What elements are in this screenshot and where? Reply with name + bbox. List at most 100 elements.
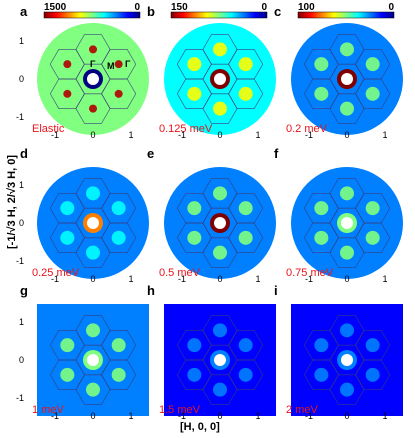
beam-stop [214,217,226,229]
x-tick-label: -1 [178,274,186,284]
ring-spot [340,245,354,260]
colorbar-max-label: 100 [298,2,315,13]
ring-spot [213,323,227,338]
x-tick-label: 0 [344,274,349,284]
ring-spot [114,89,123,98]
ring-spot [238,57,253,72]
ring-spot [213,186,227,201]
x-tick-label: -1 [178,411,186,421]
x-tick-label: 0 [217,130,222,140]
ring-spot [60,230,75,245]
energy-label: 0.25 meV [32,267,80,279]
x-tick-label: -1 [305,130,313,140]
ring-spot [340,186,354,201]
beam-stop [341,73,353,85]
ring-spot [314,367,329,382]
beam-stop [214,354,226,366]
x-tick-label: 1 [255,411,260,421]
ring-spot [187,86,202,101]
panel-d: d 0.25 meV -1 0 1 1 0 -1 [16,146,150,289]
panel-e-svg: e 0.5 meV-1 0 1 [147,146,276,284]
energy-label: Elastic [32,123,65,135]
energy-label: 2 meV [286,404,318,416]
ring-spot [60,201,75,216]
x-tick-label: 0 [217,411,222,421]
zone-boundary [355,193,391,224]
ring-spot [340,42,354,57]
y-tick-label: 1 [19,36,24,46]
energy-label: 1.5 meV [159,404,201,416]
ring-spot [365,86,380,101]
panel-letter: h [147,283,155,298]
colorbar [43,11,141,19]
ring-spot [238,230,253,245]
panel-i: i 2 meV -1 0 1 [274,283,404,426]
y-tick-label: -1 [16,112,24,122]
ring-spot [238,86,253,101]
y-axis-label: [-1/√3 H, 2/√3 H, 0] [6,155,18,249]
energy-label: 0.2 meV [286,123,328,135]
colorbar-max-label: 1500 [44,2,67,13]
panel-b-svg: 150 0 b 0.125 meV-1 0 1 [147,2,276,140]
panel-letter: g [20,283,28,298]
panel-h-svg: h 1.5 meV-1 0 1 [147,283,276,421]
x-tick-label: 1 [382,274,387,284]
ring-spot [114,60,123,69]
y-tick-label: -1 [16,393,24,403]
ring-spot [314,86,329,101]
ring-spot [86,186,100,201]
panel-letter: b [147,4,155,19]
panel-g-svg: g1 meV-1 0 110-1 [16,283,149,421]
beam-stop [341,217,353,229]
ring-spot [111,230,126,245]
ring-spot [238,338,253,353]
panel-h: h 1.5 meV -1 0 1 [147,283,277,426]
x-tick-label: 1 [128,411,133,421]
x-tick-label: 0 [217,274,222,284]
ring-spot [63,89,72,98]
colorbar [170,11,268,19]
x-tick-label: 0 [90,274,95,284]
ring-spot [111,338,126,353]
x-tick-label: -1 [178,130,186,140]
x-tick-label: 0 [90,130,95,140]
symmetry-point-label: Γ [90,59,96,69]
zone-boundary [355,330,391,361]
panel-letter: a [20,4,28,19]
ring-spot [365,230,380,245]
x-tick-label: -1 [51,274,59,284]
panel-letter: d [20,146,28,161]
ring-spot [89,104,97,113]
zone-boundary [228,49,264,80]
ring-spot [365,367,380,382]
panel-d-svg: d0.25 meV-1 0 110-1 [16,146,149,284]
panel-f: f 0.75 meV -1 0 1 [274,146,404,289]
zone-boundary [101,330,137,361]
ring-spot [238,201,253,216]
energy-label: 0.5 meV [159,267,201,279]
panel-b: 150 0 b 0.125 meV -1 0 1 [147,2,277,145]
x-tick-label: -1 [51,130,59,140]
panel-e: e 0.5 meV -1 0 1 [147,146,277,289]
x-tick-label: 0 [90,411,95,421]
ring-spot [340,323,354,338]
panel-i-svg: i 2 meV-1 0 1 [274,283,403,421]
beam-stop [87,354,99,366]
x-tick-label: -1 [305,274,313,284]
beam-stop [341,354,353,366]
panel-letter: i [274,283,278,298]
energy-label: 1 meV [32,404,64,416]
ring-spot [365,338,380,353]
y-tick-label: 0 [19,355,24,365]
ring-spot [213,245,227,260]
y-tick-label: 1 [19,180,24,190]
symmetry-point-label: M [107,61,115,71]
x-tick-label: 1 [255,274,260,284]
ring-spot [63,60,72,69]
x-tick-label: 0 [344,130,349,140]
x-tick-label: -1 [51,411,59,421]
colorbar-min-label: 0 [134,2,140,13]
x-axis-label: [H, 0, 0] [180,421,220,433]
x-tick-label: 0 [344,411,349,421]
